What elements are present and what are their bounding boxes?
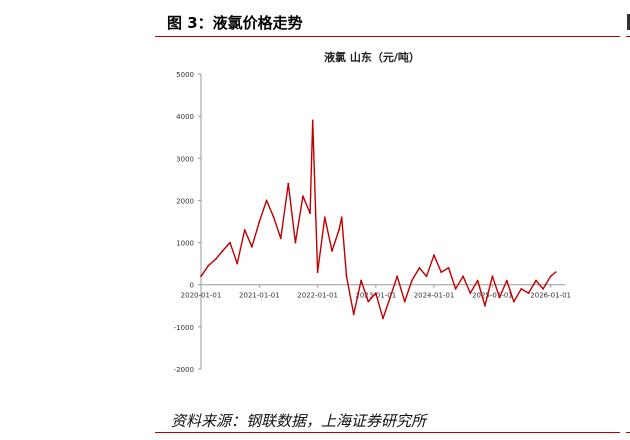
- data-point: [207, 264, 210, 267]
- data-point: [338, 229, 340, 231]
- data-point: [440, 271, 443, 273]
- figure-title: 图 3：液氯价格走势: [167, 14, 303, 32]
- data-point: [200, 275, 202, 278]
- data-point: [251, 245, 253, 248]
- data-point: [425, 275, 428, 278]
- data-point: [491, 275, 494, 278]
- price-line-chart: 液氯 山东（元/吨） 5000 4000 3000 2000 1000 0 -1000 -20…: [174, 50, 571, 374]
- data-point: [396, 275, 399, 278]
- data-point: [287, 182, 290, 185]
- data-point: [433, 254, 435, 257]
- series-line: [200, 119, 557, 320]
- data-point: [512, 300, 515, 303]
- data-point: [258, 220, 261, 223]
- data-point: [309, 212, 311, 215]
- data-point: [498, 296, 501, 299]
- data-point: [316, 271, 319, 273]
- data-point: [311, 119, 314, 122]
- y-tick-label: 4000: [176, 113, 194, 121]
- data-point: [454, 288, 457, 290]
- axes: 5000 4000 3000 2000 1000 0 -1000 -2000 2020-01-0…: [174, 71, 571, 374]
- data-point: [462, 275, 464, 278]
- data-point: [476, 279, 479, 282]
- chart-area: 液氯 山东（元/吨） 5000 4000 3000 2000 1000 0 -1000 -20…: [155, 36, 620, 406]
- data-point: [214, 258, 217, 261]
- y-tick-label: -1000: [174, 324, 194, 332]
- data-point: [221, 250, 224, 252]
- data-point: [527, 292, 530, 294]
- data-point: [418, 267, 421, 269]
- data-point: [323, 216, 326, 219]
- data-point: [403, 300, 406, 303]
- data-point: [229, 241, 231, 244]
- data-point: [411, 279, 413, 282]
- data-point: [279, 237, 282, 240]
- data-point: [469, 292, 472, 294]
- x-tick-label: 2020-01-01: [181, 292, 222, 300]
- data-point: [272, 216, 275, 219]
- y-tick-label: 1000: [176, 240, 194, 248]
- x-tick-label: 2025-01-01: [472, 292, 513, 300]
- figure-footer: 资料来源：钢联数据，上海证券研究所: [155, 406, 620, 433]
- data-point: [542, 288, 544, 290]
- data-point: [236, 262, 239, 265]
- data-point: [389, 296, 392, 299]
- data-point: [535, 279, 537, 282]
- y-tick-label: 0: [190, 282, 194, 290]
- data-point: [505, 279, 508, 282]
- y-tick-label: 3000: [176, 155, 194, 163]
- data-point: [345, 275, 348, 278]
- chart-title: 液氯 山东（元/吨）: [324, 50, 420, 64]
- data-point: [484, 304, 486, 307]
- x-tick-label: 2026-01-01: [530, 292, 571, 300]
- y-tick-label: 5000: [176, 71, 194, 79]
- y-tick-label: -2000: [174, 366, 194, 374]
- data-point: [243, 229, 246, 231]
- data-point: [340, 216, 343, 219]
- data-source: 资料来源：钢联数据，上海证券研究所: [171, 412, 427, 430]
- y-tick-label: 2000: [176, 197, 194, 205]
- data-point: [374, 292, 377, 294]
- data-point: [554, 271, 557, 273]
- data-point: [302, 195, 304, 198]
- data-point: [447, 267, 450, 269]
- x-tick-label: 2022-01-01: [297, 292, 338, 300]
- data-point: [265, 199, 268, 202]
- data-point: [360, 279, 362, 282]
- x-tick-label: 2024-01-01: [414, 292, 455, 300]
- plot-area: [200, 119, 557, 320]
- data-point: [294, 241, 297, 244]
- adjacent-figure-rule-bottom: [626, 432, 630, 433]
- data-point: [352, 313, 355, 316]
- data-point: [331, 250, 333, 252]
- x-tick-label: 2021-01-01: [239, 292, 280, 300]
- data-point: [367, 300, 370, 303]
- data-point: [520, 288, 523, 290]
- data-point: [382, 317, 384, 320]
- figure-header: 图 3：液氯价格走势: [155, 10, 620, 37]
- data-point: [549, 275, 552, 278]
- adjacent-figure-edge: [627, 14, 630, 30]
- adjacent-figure-rule: [626, 36, 630, 37]
